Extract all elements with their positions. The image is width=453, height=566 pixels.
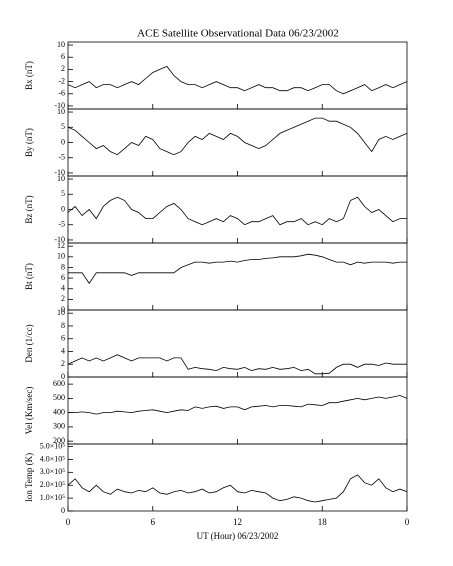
panel-frame [67, 175, 408, 244]
x-tick-label: 18 [318, 517, 328, 527]
y-tick-label: 10 [57, 308, 65, 317]
y-tick-label: 0 [61, 506, 65, 515]
panel-frame [67, 41, 408, 110]
panel-frame [67, 443, 408, 512]
y-axis-label: Den (1/cc) [24, 324, 34, 362]
y-axis-label: Ion Temp (K) [24, 453, 34, 502]
panel-frame [67, 376, 408, 445]
y-tick-label: -10 [54, 168, 65, 177]
x-tick-label: 12 [233, 517, 242, 527]
y-tick-label: 400 [53, 407, 65, 416]
data-line [67, 65, 408, 95]
data-line [67, 196, 407, 226]
y-tick-label: 2 [61, 64, 65, 73]
y-tick-label: 6 [61, 334, 65, 343]
data-line [68, 253, 407, 285]
panel-frame [67, 242, 408, 311]
y-tick-label: 0 [61, 204, 65, 213]
y-tick-label: 5 [61, 122, 65, 131]
y-tick-label: 300 [53, 422, 65, 431]
y-tick-label: -2 [58, 76, 65, 85]
data-line [68, 395, 408, 415]
x-tick-label: 0 [405, 517, 410, 527]
y-tick-label: 4 [61, 346, 65, 355]
y-tick-label: 10 [57, 40, 65, 49]
y-tick-label: 10 [57, 174, 65, 183]
y-axis-label: Bz (nT) [24, 195, 34, 223]
y-tick-label: 5 [61, 189, 65, 198]
x-tick-label: 6 [151, 517, 156, 527]
y-tick-label: 0 [61, 137, 65, 146]
chart-title: ACE Satellite Observational Data 06/23/2… [137, 28, 339, 40]
y-tick-label: 0 [61, 305, 65, 314]
y-tick-label: 6 [61, 52, 65, 61]
y-tick-label: 0 [61, 372, 65, 381]
y-tick-label: 200 [53, 436, 65, 445]
y-tick-label: 2 [61, 294, 65, 303]
panel-frame [67, 108, 408, 177]
y-tick-label: 500 [53, 393, 65, 402]
y-tick-label: 4 [61, 284, 65, 293]
y-tick-label: 8 [61, 321, 65, 330]
y-tick-label: 5.0×10⁵ [40, 441, 66, 450]
y-tick-label: 2 [61, 359, 65, 368]
y-axis-label: Bt (nT) [24, 263, 34, 290]
y-tick-label: 8 [61, 262, 65, 271]
y-tick-label: 600 [53, 379, 65, 388]
y-axis-label: Vel (Km/sec) [24, 387, 34, 435]
y-tick-label: 4.0×10⁵ [40, 454, 66, 463]
y-tick-label: -10 [54, 101, 65, 110]
y-axis-label: By (nT) [24, 128, 34, 157]
y-axis-label: Bx (nT) [24, 61, 34, 90]
y-tick-label: 10 [57, 252, 65, 261]
x-tick-label: 0 [66, 517, 71, 527]
y-tick-label: 3.0×10⁵ [40, 467, 66, 476]
y-tick-label: 2.0×10⁵ [40, 480, 66, 489]
y-tick-label: -6 [58, 89, 65, 98]
data-line [67, 117, 408, 156]
y-tick-label: -5 [58, 153, 65, 162]
data-line [67, 474, 408, 503]
y-tick-label: 6 [61, 273, 65, 282]
y-tick-label: 12 [57, 241, 65, 250]
x-axis-label: UT (Hour) 06/23/2002 [197, 531, 279, 541]
y-tick-label: 10 [57, 107, 65, 116]
data-line [67, 354, 407, 375]
y-tick-label: -10 [54, 235, 65, 244]
y-tick-label: -5 [58, 220, 65, 229]
y-tick-label: 1.0×10⁵ [40, 493, 66, 502]
